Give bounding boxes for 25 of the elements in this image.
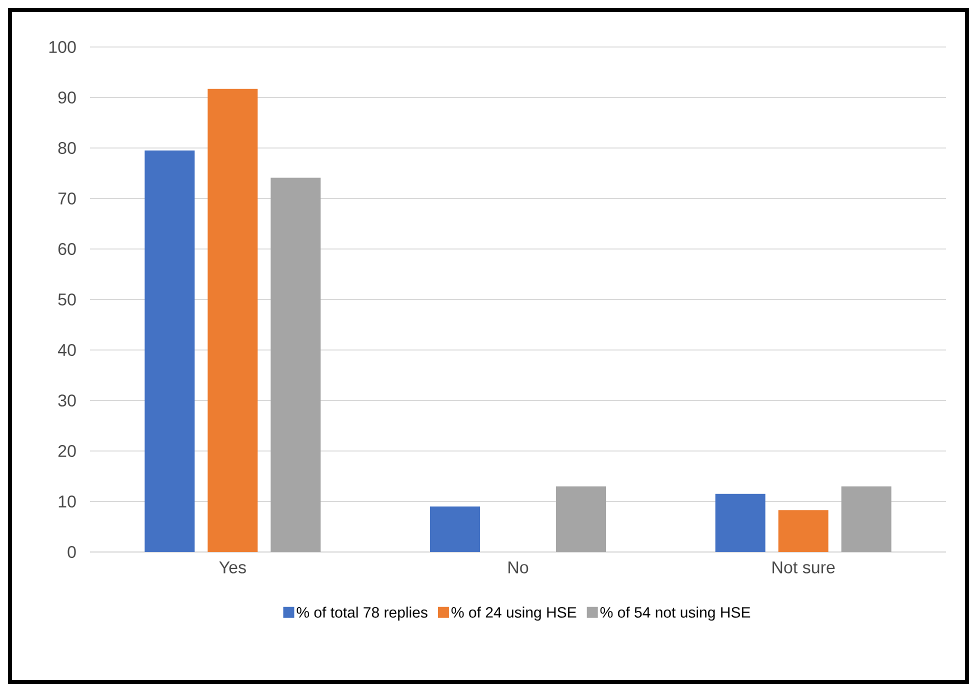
y-tick-label: 10 <box>58 495 76 508</box>
bar <box>841 486 892 552</box>
bar <box>144 150 195 552</box>
legend-label: % of total 78 replies <box>296 606 428 621</box>
y-tick-label: 80 <box>58 142 76 154</box>
bar <box>270 178 321 552</box>
y-tick-label: 50 <box>58 293 76 306</box>
y-tick-label: 0 <box>68 546 76 558</box>
bar <box>556 486 606 552</box>
y-tick-label: 90 <box>58 91 76 104</box>
bar <box>208 88 258 552</box>
legend-label: % of 24 using HSE <box>451 606 576 621</box>
y-tick-label: 30 <box>58 394 76 407</box>
y-tick-label: 100 <box>49 40 76 54</box>
y-tick-label: 20 <box>58 444 76 458</box>
bar <box>715 494 766 552</box>
bar <box>778 510 828 552</box>
x-tick-label: No <box>508 562 528 574</box>
x-tick-label: Yes <box>219 562 246 574</box>
x-tick-label: Not sure <box>772 562 835 574</box>
legend-label: % of 54 not using HSE <box>600 606 750 621</box>
bar <box>430 506 480 552</box>
y-tick-label: 70 <box>58 192 76 205</box>
y-tick-label: 60 <box>58 242 76 256</box>
y-tick-label: 40 <box>58 344 76 356</box>
